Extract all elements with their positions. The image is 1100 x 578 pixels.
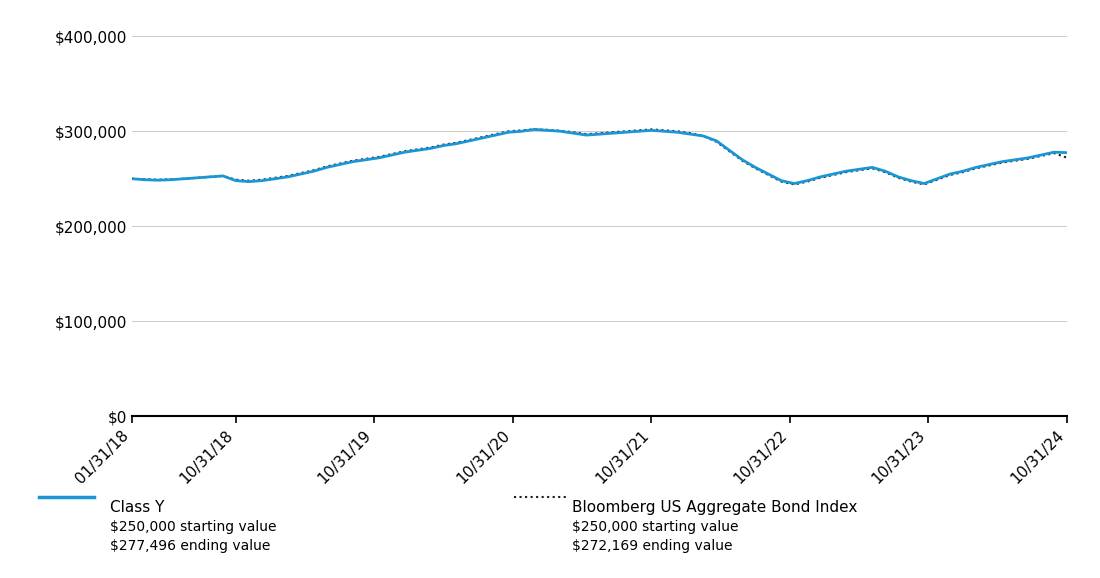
Text: $272,169 ending value: $272,169 ending value [572, 539, 733, 553]
Text: Class Y: Class Y [110, 500, 164, 515]
Text: Bloomberg US Aggregate Bond Index: Bloomberg US Aggregate Bond Index [572, 500, 857, 515]
Text: $277,496 ending value: $277,496 ending value [110, 539, 271, 553]
Text: $250,000 starting value: $250,000 starting value [572, 520, 738, 534]
Text: $250,000 starting value: $250,000 starting value [110, 520, 276, 534]
